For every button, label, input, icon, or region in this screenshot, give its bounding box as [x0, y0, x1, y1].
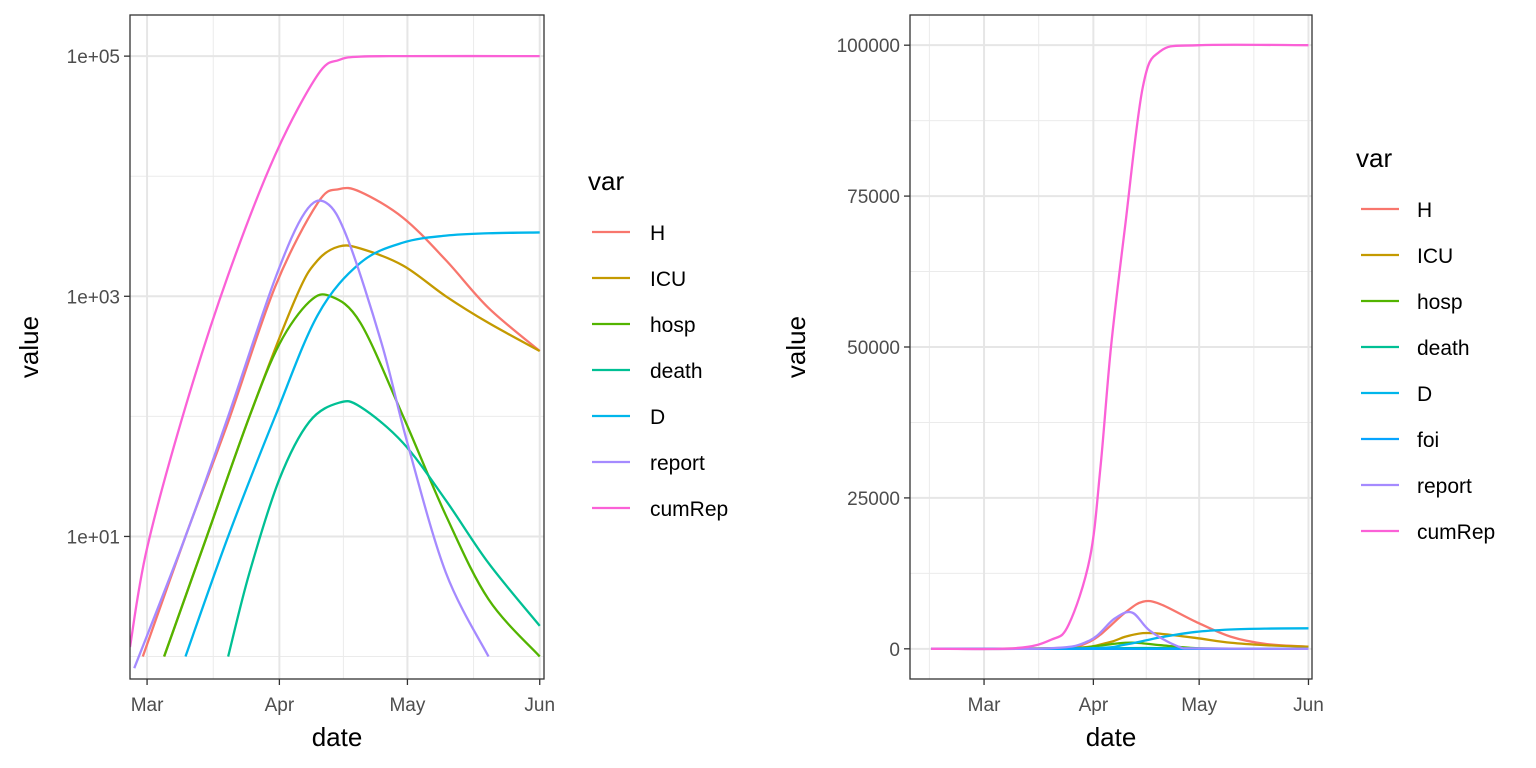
y-tick-label: 1e+05	[67, 47, 120, 68]
y-tick-label: 100000	[837, 36, 900, 57]
plot-background	[130, 15, 544, 679]
y-tick-label: 50000	[847, 338, 900, 359]
legend-label-cumrep: cumRep	[650, 498, 728, 521]
series-line-report	[931, 610, 1309, 651]
y-tick-label: 0	[889, 640, 900, 661]
x-tick-label: Mar	[968, 695, 1001, 716]
x-tick-label: Apr	[265, 695, 295, 716]
legend-label-report: report	[650, 452, 705, 475]
y-tick-label: 1e+03	[67, 287, 120, 308]
y-axis-title: value	[14, 316, 44, 378]
y-axis-title: value	[781, 316, 811, 378]
legend-title: var	[1356, 143, 1392, 173]
legend-label-icu: ICU	[1417, 245, 1453, 268]
legend-label-h: H	[650, 222, 665, 245]
x-tick-label: May	[1181, 695, 1217, 716]
series-line-cumrep	[931, 43, 1309, 651]
series-line-cumrep	[130, 54, 540, 648]
legend-label-icu: ICU	[650, 268, 686, 291]
legend-label-death: death	[650, 360, 703, 383]
plot-border	[129, 14, 545, 680]
x-axis-title: date	[312, 722, 363, 752]
legend-title: var	[588, 166, 624, 196]
x-tick-label: Apr	[1079, 695, 1109, 716]
x-axis-title: date	[1086, 722, 1137, 752]
legend-label-d: D	[1417, 383, 1432, 406]
right-chart-linear-scale: Mar Apr May Jun 0 25000 50000 75000 100000 date va…	[781, 14, 1495, 752]
x-tick-label: Jun	[1293, 695, 1324, 716]
y-tick-label: 75000	[847, 187, 900, 208]
legend-label-death: death	[1417, 337, 1470, 360]
x-tick-label: May	[389, 695, 425, 716]
legend-label-hosp: hosp	[650, 314, 696, 337]
y-tick-label: 1e+01	[67, 527, 120, 548]
series-line-death	[227, 399, 541, 657]
legend-label-hosp: hosp	[1417, 291, 1463, 314]
x-tick-label: Mar	[131, 695, 164, 716]
legend-label-report: report	[1417, 475, 1472, 498]
legend-label-h: H	[1417, 199, 1432, 222]
series-line-d	[184, 231, 540, 657]
legend-label-cumrep: cumRep	[1417, 521, 1495, 544]
legend-label-foi: foi	[1417, 429, 1439, 452]
x-tick-label: Jun	[524, 695, 555, 716]
left-chart-log-scale: Mar Apr May Jun 1e+01 1e+03 1e+05 date value var H…	[14, 14, 728, 752]
legend-label-d: D	[650, 406, 665, 429]
y-tick-label: 25000	[847, 489, 900, 510]
series-line-report	[133, 199, 490, 669]
